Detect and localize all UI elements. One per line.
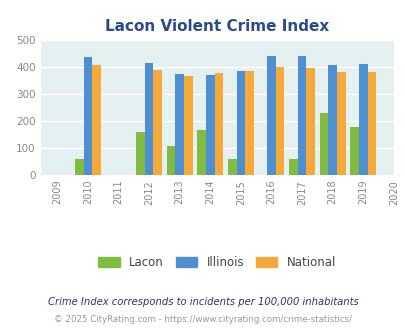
Bar	[367, 72, 375, 175]
Bar	[197, 130, 206, 175]
Bar	[319, 113, 328, 175]
Bar	[214, 73, 223, 175]
Bar	[297, 56, 306, 175]
Bar	[245, 71, 253, 175]
Text: Crime Index corresponds to incidents per 100,000 inhabitants: Crime Index corresponds to incidents per…	[47, 297, 358, 307]
Bar	[166, 146, 175, 175]
Bar	[266, 56, 275, 175]
Bar	[228, 159, 236, 175]
Bar	[75, 159, 83, 175]
Text: © 2025 CityRating.com - https://www.cityrating.com/crime-statistics/: © 2025 CityRating.com - https://www.city…	[54, 315, 351, 324]
Bar	[336, 72, 345, 175]
Bar	[358, 64, 367, 175]
Bar	[288, 159, 297, 175]
Bar	[83, 57, 92, 175]
Bar	[236, 71, 245, 175]
Bar	[145, 63, 153, 175]
Bar	[206, 75, 214, 175]
Bar	[136, 132, 145, 175]
Bar	[306, 68, 314, 175]
Bar	[175, 74, 183, 175]
Bar	[275, 67, 283, 175]
Bar	[92, 65, 100, 175]
Bar	[153, 70, 162, 175]
Bar	[183, 76, 192, 175]
Title: Lacon Violent Crime Index: Lacon Violent Crime Index	[105, 19, 328, 34]
Bar	[328, 65, 336, 175]
Legend: Lacon, Illinois, National: Lacon, Illinois, National	[94, 251, 340, 274]
Bar	[350, 127, 358, 175]
